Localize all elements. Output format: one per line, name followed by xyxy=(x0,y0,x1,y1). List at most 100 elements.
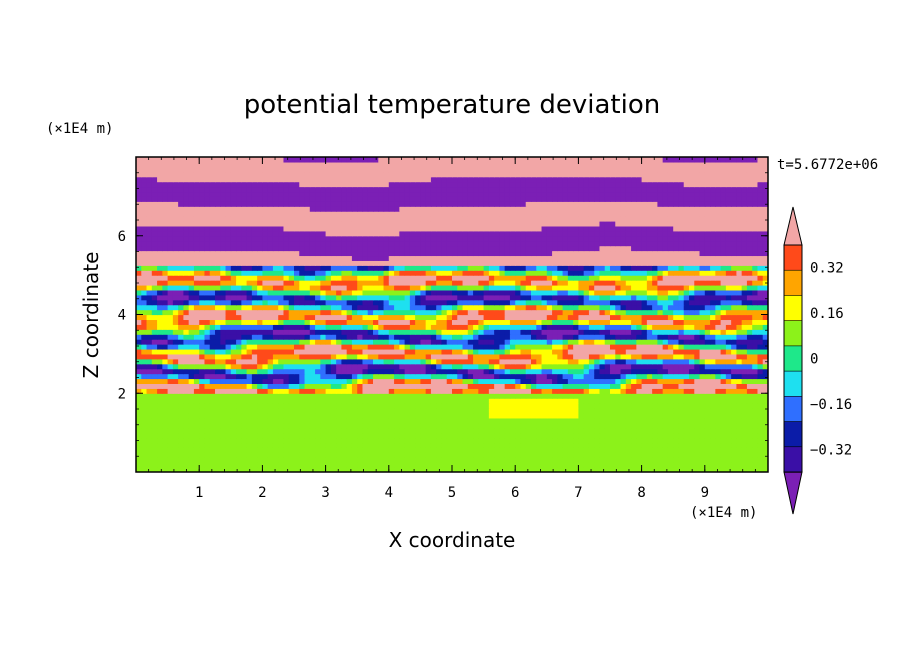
field-cell xyxy=(741,403,748,409)
field-cell xyxy=(193,319,200,325)
field-cell xyxy=(715,334,722,340)
field-cell xyxy=(515,368,522,375)
field-cell xyxy=(367,270,374,276)
field-cell xyxy=(625,427,632,434)
field-cell xyxy=(667,294,674,301)
field-cell xyxy=(520,319,527,325)
field-cell xyxy=(362,398,369,404)
field-cell xyxy=(741,280,748,286)
field-cell xyxy=(488,294,495,301)
field-cell xyxy=(304,378,311,384)
field-cell xyxy=(578,422,585,429)
field-cell xyxy=(315,412,321,419)
field-cell xyxy=(667,398,674,404)
field-cell xyxy=(552,314,558,321)
field-cell xyxy=(715,427,722,434)
field-cell xyxy=(199,319,206,325)
field-cell xyxy=(162,373,169,380)
field-cell xyxy=(399,417,406,424)
field-cell xyxy=(620,334,627,340)
field-cell xyxy=(531,270,537,276)
field-cell xyxy=(378,275,385,281)
field-cell xyxy=(652,348,658,355)
field-cell xyxy=(525,363,532,370)
field-cell xyxy=(504,422,511,429)
field-cell xyxy=(599,344,606,350)
field-cell xyxy=(383,363,390,370)
field-cell xyxy=(699,368,706,375)
field-cell xyxy=(262,457,269,463)
field-cell xyxy=(541,447,548,453)
field-cell xyxy=(652,398,658,404)
field-cell xyxy=(204,422,211,429)
field-cell xyxy=(515,358,522,365)
field-cell xyxy=(136,383,142,389)
field-cell xyxy=(504,442,511,448)
field-cell xyxy=(520,304,527,311)
field-cell xyxy=(741,422,748,429)
field-cell xyxy=(388,412,395,419)
field-cell xyxy=(699,383,706,389)
field-cell xyxy=(578,299,585,306)
field-cell xyxy=(436,393,443,399)
field-cell xyxy=(146,309,153,316)
field-cell xyxy=(731,329,737,335)
field-cell xyxy=(378,309,385,316)
field-cell xyxy=(351,265,358,271)
field-cell xyxy=(499,329,506,335)
field-cell xyxy=(246,408,253,414)
field-cell xyxy=(241,368,248,375)
field-cell xyxy=(762,270,768,276)
field-cell xyxy=(478,393,485,399)
field-cell xyxy=(641,353,648,360)
field-cell xyxy=(299,348,306,355)
field-cell xyxy=(188,329,195,335)
field-cell xyxy=(225,289,232,296)
field-cell xyxy=(199,462,206,468)
field-cell xyxy=(467,294,474,301)
field-cell xyxy=(683,329,690,335)
field-cell xyxy=(415,309,421,316)
field-cell xyxy=(320,329,327,335)
field-cell xyxy=(689,447,695,453)
field-cell xyxy=(304,368,311,375)
field-cell xyxy=(594,452,601,458)
field-cell xyxy=(578,309,585,316)
field-cell xyxy=(441,368,448,375)
field-cell xyxy=(162,299,169,306)
field-cell xyxy=(251,437,258,444)
field-cell xyxy=(420,427,427,434)
field-cell xyxy=(167,309,174,316)
field-cell xyxy=(383,467,390,472)
field-cell xyxy=(499,432,506,439)
field-cell xyxy=(272,348,279,355)
field-cell xyxy=(736,284,743,291)
field-cell xyxy=(246,319,253,325)
field-cell xyxy=(625,403,632,409)
field-cell xyxy=(462,437,469,444)
field-cell xyxy=(541,437,548,444)
field-cell xyxy=(683,348,690,355)
field-cell xyxy=(494,467,500,472)
field-cell xyxy=(420,319,427,325)
field-cell xyxy=(578,319,585,325)
field-cell xyxy=(525,417,532,424)
field-cell xyxy=(646,422,653,429)
field-cell xyxy=(325,275,332,281)
field-cell xyxy=(320,403,327,409)
field-cell xyxy=(415,383,421,389)
field-cell xyxy=(304,462,311,468)
field-cell xyxy=(278,275,285,281)
field-cell xyxy=(725,334,732,340)
field-cell xyxy=(215,383,221,389)
field-cell xyxy=(220,314,227,321)
field-cell xyxy=(478,329,485,335)
field-cell xyxy=(457,432,464,439)
field-cell xyxy=(325,452,332,458)
field-cell xyxy=(409,457,416,463)
field-cell xyxy=(546,442,553,448)
field-cell xyxy=(667,304,674,311)
field-cell xyxy=(467,417,474,424)
field-cell xyxy=(351,344,358,350)
field-cell xyxy=(394,334,400,340)
